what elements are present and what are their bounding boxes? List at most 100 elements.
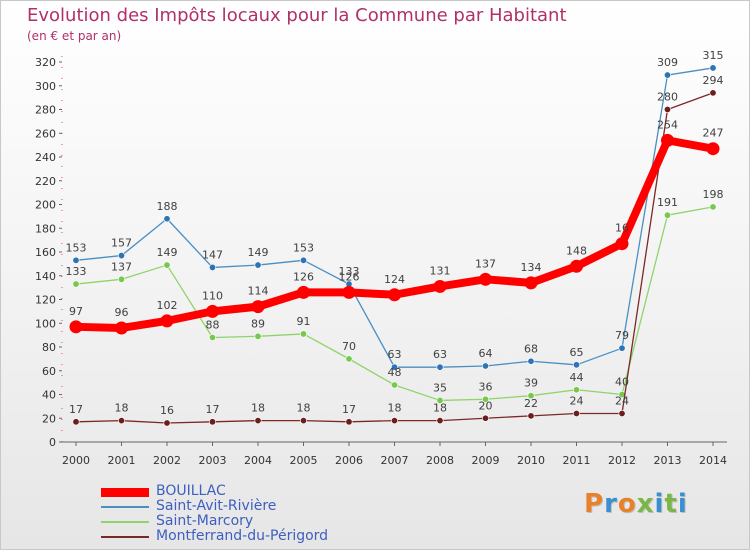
- data-point: [118, 275, 126, 283]
- data-point: [709, 89, 717, 97]
- data-label: 188: [157, 200, 178, 213]
- data-point: [527, 357, 535, 365]
- legend-label: Montferrand-du-Périgord: [156, 528, 329, 544]
- data-label: 315: [703, 49, 724, 62]
- data-point: [527, 412, 535, 420]
- data-label: 70: [342, 340, 356, 353]
- data-label: 137: [475, 257, 496, 270]
- logo-letter: t: [664, 489, 678, 519]
- data-point: [299, 330, 307, 338]
- data-label: 247: [703, 127, 724, 140]
- x-tick-label: 2009: [472, 454, 500, 467]
- y-tick-label: 300: [35, 80, 56, 93]
- legend-item-bouillac: BOUILLAC: [101, 483, 401, 500]
- x-tick-label: 2004: [244, 454, 272, 467]
- legend-swatch: [101, 506, 149, 508]
- y-tick-label: 320: [35, 56, 56, 69]
- data-label: 126: [293, 270, 314, 283]
- data-label: 97: [69, 305, 83, 318]
- legend-swatch: [101, 487, 149, 497]
- data-label: 24: [615, 395, 629, 408]
- data-label: 17: [206, 403, 220, 416]
- data-labels-layer: 153 157 188 147 149 153 133 63 63 64 68 65 79 309 315 1…: [66, 49, 724, 417]
- data-point: [72, 418, 80, 426]
- data-point: [572, 386, 580, 394]
- data-label: 17: [69, 403, 83, 416]
- data-label: 18: [388, 402, 402, 415]
- data-label: 110: [202, 289, 223, 302]
- data-label: 124: [384, 273, 405, 286]
- data-point: [436, 417, 444, 425]
- legend-label: Saint-Avit-Rivière: [156, 498, 277, 514]
- data-label: 254: [657, 118, 678, 131]
- data-label: 64: [479, 347, 493, 360]
- data-label: 148: [566, 244, 587, 257]
- y-tick-label: 220: [35, 175, 56, 188]
- data-label: 102: [157, 299, 178, 312]
- data-point: [209, 418, 217, 426]
- y-tick-label: 80: [42, 341, 56, 354]
- logo-letter: x: [636, 489, 655, 519]
- x-tick-label: 2003: [199, 454, 227, 467]
- data-label: 294: [703, 74, 724, 87]
- series-saint-marcory: [72, 203, 717, 404]
- data-point: [390, 417, 398, 425]
- y-tick-label: 140: [35, 270, 56, 283]
- data-label: 147: [202, 248, 223, 261]
- data-point: [72, 256, 80, 264]
- y-tick-label: 20: [42, 412, 56, 425]
- y-tick-label: 0: [49, 436, 56, 449]
- legend-swatch: [101, 521, 149, 523]
- data-label: 133: [66, 265, 87, 278]
- data-label: 18: [433, 402, 447, 415]
- y-tick-label: 160: [35, 246, 56, 259]
- series-montferrand-du-perigord: [72, 89, 717, 427]
- data-point: [524, 276, 538, 290]
- y-tick-label: 120: [35, 294, 56, 307]
- data-label: 309: [657, 56, 678, 69]
- logo-letter: i: [654, 489, 665, 519]
- data-label: 16: [160, 404, 174, 417]
- data-label: 39: [524, 377, 538, 390]
- data-label: 91: [297, 315, 311, 328]
- data-label: 16: [615, 222, 629, 235]
- data-point: [163, 419, 171, 427]
- data-label: 157: [111, 237, 132, 250]
- data-point: [299, 417, 307, 425]
- x-tick-label: 2011: [563, 454, 591, 467]
- data-label: 137: [111, 260, 132, 273]
- data-point: [481, 395, 489, 403]
- data-point: [615, 237, 629, 251]
- data-label: 149: [248, 246, 269, 259]
- data-point: [709, 64, 717, 72]
- data-label: 79: [615, 329, 629, 342]
- y-tick-label: 280: [35, 104, 56, 117]
- data-point: [481, 414, 489, 422]
- data-point: [299, 256, 307, 264]
- data-point: [661, 133, 674, 147]
- chart-subtitle: (en € et par an): [27, 29, 122, 43]
- data-label: 133: [339, 265, 360, 278]
- data-label: 134: [521, 261, 542, 274]
- y-tick-label: 100: [35, 317, 56, 330]
- data-label: 65: [570, 346, 584, 359]
- legend-label: BOUILLAC: [156, 483, 226, 499]
- legend-item-saint-marcory: Saint-Marcory: [101, 513, 401, 530]
- data-point: [390, 363, 398, 371]
- data-label: 18: [251, 402, 265, 415]
- series-layer: [69, 64, 720, 427]
- data-label: 153: [293, 241, 314, 254]
- data-point: [527, 392, 535, 400]
- x-tick-label: 2007: [381, 454, 409, 467]
- data-point: [663, 211, 671, 219]
- x-tick-label: 2002: [153, 454, 181, 467]
- legend-item-saint-avit-riviere: Saint-Avit-Rivière: [101, 498, 401, 515]
- data-point: [115, 321, 128, 335]
- data-point: [436, 363, 444, 371]
- data-label: 96: [115, 306, 129, 319]
- proxiti-logo: Proxiti: [584, 489, 688, 519]
- data-label: 89: [251, 317, 265, 330]
- data-label: 35: [433, 381, 447, 394]
- data-label: 24: [570, 395, 584, 408]
